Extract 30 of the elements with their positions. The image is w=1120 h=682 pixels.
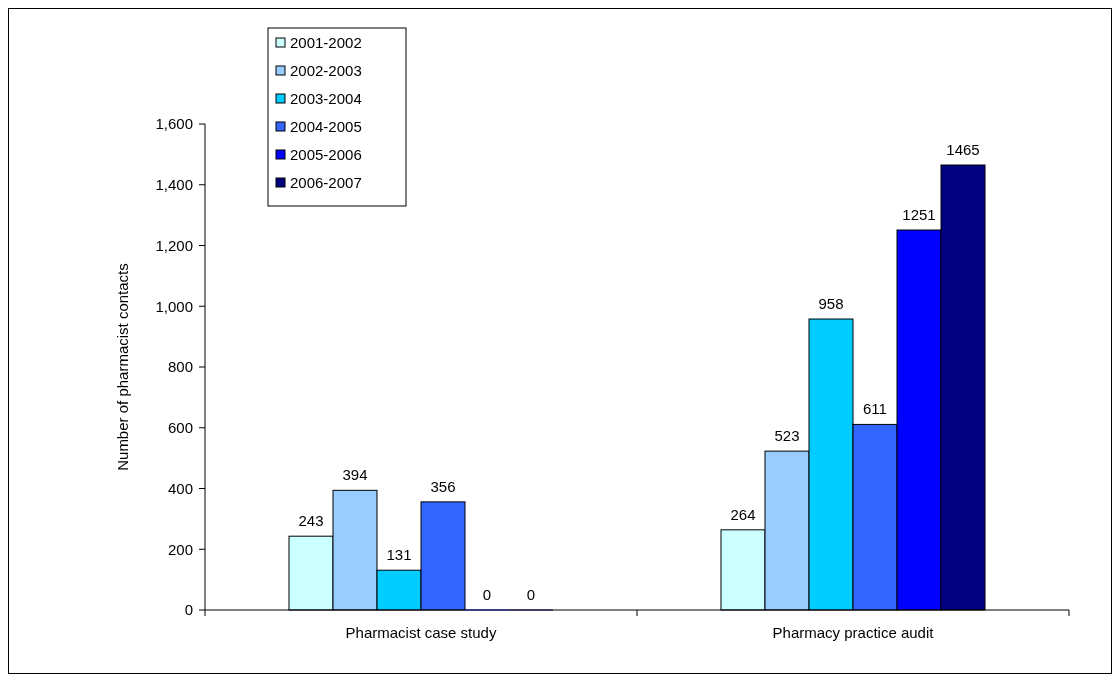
data-label: 264: [730, 505, 756, 523]
y-tick-label: 200: [167, 540, 193, 558]
x-tick-label: Pharmacy practice audit: [772, 624, 935, 641]
data-label: 356: [430, 477, 456, 495]
x-tick-label: Pharmacist case study: [345, 624, 497, 641]
legend-label: 2003-2004: [290, 90, 362, 108]
y-axis-title: Number of pharmacist contacts: [114, 263, 131, 471]
y-tick-label: 400: [167, 479, 193, 497]
y-tick-label: 1,400: [155, 176, 193, 193]
data-label: 611: [863, 400, 887, 418]
y-tick-label: 800: [167, 358, 193, 376]
data-label: 523: [774, 427, 800, 445]
data-label: 0: [526, 586, 536, 603]
data-label: 1465: [946, 141, 980, 159]
y-tick-label: 1,600: [155, 115, 193, 133]
legend-label: 2002-2003: [290, 62, 362, 80]
data-label: 0: [482, 586, 492, 603]
legend-label: 2005-2006: [290, 146, 362, 164]
data-label: 958: [818, 295, 844, 313]
y-tick-label: 1,000: [155, 297, 193, 315]
data-label: 1251: [902, 206, 936, 224]
legend-label: 2004-2005: [290, 118, 362, 136]
legend-label: 2006-2007: [290, 174, 362, 192]
y-tick-label: 1,200: [155, 236, 193, 254]
data-label: 131: [386, 546, 412, 564]
legend-label: 2001-2002: [290, 34, 362, 52]
data-label: 243: [298, 512, 324, 530]
y-tick-label: 600: [167, 419, 193, 436]
y-tick-label: 0: [184, 601, 193, 619]
data-label: 394: [342, 466, 368, 484]
